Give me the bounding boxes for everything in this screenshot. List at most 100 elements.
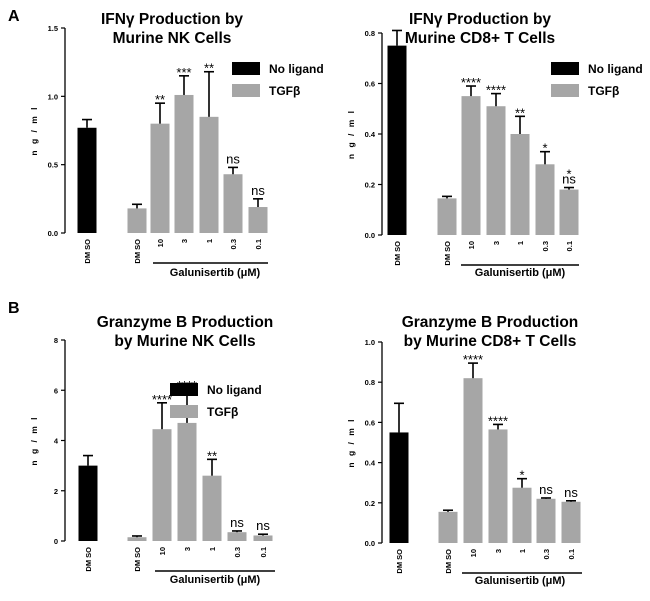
y-tick-label: 0.4 [365,459,376,468]
significance-label: * [519,468,524,483]
bar [127,208,147,233]
x-category-label: DM SO [444,549,453,574]
bar [174,94,194,233]
chart-title-line: by Murine NK Cells [114,333,255,350]
legend-label: TGFβ [588,84,619,98]
x-category-label: 0.3 [229,239,238,249]
y-axis-label: n g / m l [29,105,39,155]
chart-title-line: by Murine CD8+ T Cells [404,333,577,350]
y-tick-label: 0.6 [365,418,375,427]
significance-label: * [542,141,547,156]
legend-label: No ligand [207,383,262,397]
y-tick-label: 1.0 [365,338,375,347]
panel-label-b: B [8,300,20,317]
y-tick-label: 8 [54,336,58,345]
x-category-label: 1 [518,549,527,553]
x-category-label: DM SO [395,549,404,574]
bar [512,487,532,543]
x-axis-label: Galunisertib (μM) [475,267,566,279]
chart-title-line: Murine CD8+ T Cells [405,30,555,47]
chart-title-line: Granzyme B Production [402,314,579,331]
bar [223,174,243,233]
y-tick-label: 1.0 [48,92,58,101]
bar [536,498,556,543]
x-category-label: 10 [467,241,476,249]
bar [463,378,483,543]
chart-title-line: Murine NK Cells [113,30,232,47]
significance-label: ** [204,61,214,76]
y-tick-label: 1.5 [48,24,58,33]
y-tick-label: 0.6 [365,80,375,89]
bar [488,429,508,543]
x-category-label: DM SO [83,239,92,264]
y-tick-label: 0.5 [48,161,58,170]
significance-label: **** [463,352,483,367]
bar [561,501,581,543]
legend-swatch [232,62,260,75]
legend-label: No ligand [269,62,324,76]
bar [389,432,409,543]
y-tick-label: 4 [54,437,59,446]
y-axis-label: n g / m l [346,109,356,159]
y-tick-label: 0.2 [365,499,375,508]
y-tick-label: 0.0 [365,539,375,548]
chart-title-line: Granzyme B Production [97,314,274,331]
x-category-label: 0.3 [233,547,242,557]
bar [253,535,273,541]
significance-label: ns [226,151,240,166]
bar [78,465,98,541]
x-axis-label: Galunisertib (μM) [475,575,566,587]
bar [437,198,457,235]
chart-title-line: IFNγ Production by [101,11,243,28]
x-category-label: 0.1 [254,239,263,249]
chart-ifng-nk: IFNγ Production by Murine NK Cells 0.0 0.5 1… [29,11,324,279]
legend-swatch [170,405,198,418]
bar [177,422,197,541]
y-tick-label: 0.0 [48,229,58,238]
bar [150,123,170,233]
significance-label: ns [539,482,553,497]
significance-label: ** [155,92,165,107]
x-axis-label: Galunisertib (μM) [170,574,261,586]
legend-swatch [551,62,579,75]
significance-label: ns [251,183,265,198]
bar [248,207,268,233]
bar [535,164,555,235]
y-axis-label: n g / m l [29,415,39,465]
significance-label: ns [564,485,578,500]
x-category-label: 10 [469,549,478,557]
bar [387,45,407,235]
x-category-label: 0.1 [565,241,574,251]
significance-label: ns [256,518,270,533]
y-tick-label: 0.2 [365,181,375,190]
chart-title-line: IFNγ Production by [409,11,551,28]
chart-granzyme-cd8: Granzyme B Production by Murine CD8+ T Ce… [346,314,582,587]
bar [127,537,147,541]
x-category-label: 0.1 [259,547,268,557]
x-category-label: DM SO [133,547,142,572]
significance-label: *** [176,65,191,80]
x-category-label: DM SO [133,239,142,264]
x-category-label: 10 [156,239,165,247]
x-category-label: 3 [492,241,501,245]
x-category-label: DM SO [84,547,93,572]
bar [559,189,579,235]
legend-label: TGFβ [269,84,300,98]
bar [510,134,530,235]
y-tick-label: 0.4 [365,130,376,139]
significance-label: **** [486,83,506,98]
significance-label: * [566,167,571,182]
bar [438,511,458,543]
x-category-label: 0.3 [542,549,551,559]
x-category-label: 0.3 [541,241,550,251]
x-category-label: 3 [183,547,192,551]
bar [77,127,97,233]
panel-label-a: A [8,8,20,25]
x-category-label: 10 [158,547,167,555]
y-tick-label: 0.8 [365,378,375,387]
x-category-label: DM SO [443,241,452,266]
bar [202,475,222,541]
bar [461,96,481,235]
significance-label: ** [207,448,217,463]
legend-swatch [551,84,579,97]
